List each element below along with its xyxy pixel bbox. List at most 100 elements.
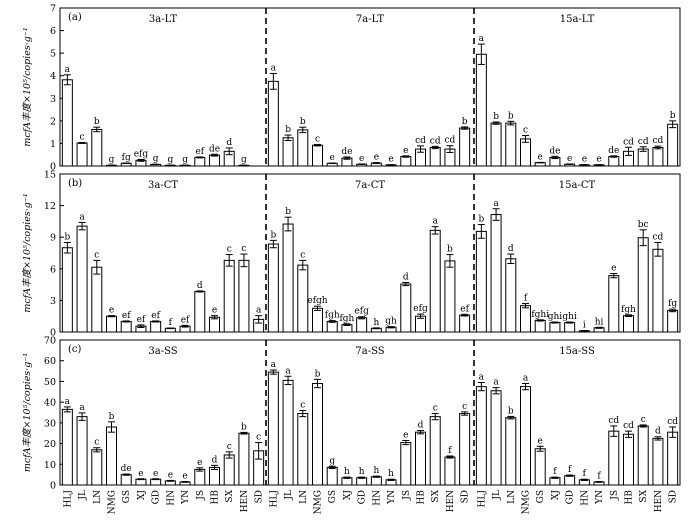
significance-letter: f: [169, 318, 173, 328]
significance-letter: efg: [413, 304, 428, 314]
significance-letter: a: [79, 212, 85, 222]
category-label: SX: [431, 489, 441, 502]
significance-letter: b: [670, 111, 676, 121]
bar: [520, 138, 531, 167]
category-label: GD: [358, 490, 368, 504]
significance-letter: c: [94, 250, 99, 260]
significance-letter: e: [153, 469, 158, 479]
bar: [637, 237, 649, 333]
bar: [652, 146, 664, 167]
significance-letter: a: [65, 397, 71, 407]
significance-letter: b: [315, 369, 321, 379]
group-2: 7a-SS a HLJ a JL c LN b NMG g GS h XJ h GD h HN h YN e JS d HB…: [267, 346, 471, 514]
bar: [282, 379, 294, 486]
category-label: HEN: [240, 490, 250, 512]
significance-letter: fg: [122, 153, 131, 163]
significance-letter: cd: [623, 137, 634, 147]
y-tick-label: 15: [44, 170, 56, 181]
significance-letter: c: [94, 438, 99, 448]
bar: [61, 408, 73, 486]
significance-letter: d: [418, 421, 424, 431]
bar: [76, 142, 88, 167]
significance-letter: g: [109, 155, 115, 165]
significance-letter: e: [582, 155, 587, 165]
bar: [429, 146, 441, 167]
significance-letter: gh: [385, 317, 397, 327]
significance-letter: f: [597, 471, 601, 481]
category-label: HB: [417, 490, 427, 505]
significance-letter: b: [462, 117, 468, 127]
significance-letter: fg: [668, 299, 677, 309]
bar: [415, 431, 426, 486]
significance-letter: d: [655, 427, 661, 437]
significance-letter: e: [567, 154, 572, 164]
category-label: GD: [152, 490, 162, 504]
significance-letter: b: [478, 215, 484, 225]
category-label: YN: [595, 490, 605, 505]
significance-letter: cd: [653, 136, 664, 146]
category-label: SD: [461, 490, 471, 503]
significance-letter: a: [479, 34, 485, 44]
significance-letter: efg: [354, 307, 369, 317]
significance-letter: cd: [638, 137, 649, 147]
bar: [400, 156, 412, 167]
bar: [429, 229, 441, 333]
panel-frame: [59, 173, 681, 333]
significance-letter: a: [433, 217, 439, 227]
bar: [475, 53, 487, 167]
bar: [667, 123, 679, 167]
category-label: HN: [372, 490, 382, 506]
y-tick-label: 40: [44, 398, 56, 409]
bar: [520, 305, 531, 333]
y-tick-label: 3: [50, 94, 56, 105]
category-label: HLJ: [477, 490, 487, 508]
bar: [490, 214, 502, 333]
category-label: LN: [299, 490, 309, 504]
category-label: HB: [211, 490, 221, 505]
significance-letter: b: [508, 111, 514, 121]
bar: [652, 437, 664, 486]
significance-letter: g: [167, 155, 173, 165]
significance-letter: hi: [595, 317, 604, 327]
bar: [76, 225, 88, 333]
group-title: 15a-CT: [559, 180, 596, 191]
category-label: NMG: [522, 490, 532, 514]
bar: [637, 425, 649, 486]
significance-letter: bc: [638, 220, 649, 230]
bar: [356, 317, 368, 333]
bar: [312, 383, 323, 486]
category-label: XJ: [343, 490, 353, 500]
bar: [297, 264, 309, 333]
bar: [534, 448, 546, 486]
significance-letter: a: [271, 63, 277, 73]
significance-letter: de: [549, 146, 560, 156]
category-label: XJ: [551, 490, 561, 500]
bar: [267, 80, 279, 167]
category-label: JS: [610, 490, 620, 501]
significance-letter: b: [109, 412, 115, 422]
bar: [608, 156, 620, 167]
y-tick-label: 9: [50, 233, 56, 244]
significance-letter: fgh: [325, 311, 340, 321]
significance-letter: h: [373, 318, 379, 328]
category-label: HEN: [446, 490, 456, 512]
category-label: YN: [387, 490, 397, 505]
category-label: HN: [580, 490, 590, 506]
significance-letter: cd: [653, 232, 664, 242]
significance-letter: d: [403, 272, 409, 282]
bar: [608, 275, 620, 333]
category-label: GS: [122, 490, 132, 503]
bar: [120, 320, 132, 333]
significance-letter: e: [212, 306, 217, 316]
bar: [61, 247, 73, 333]
bar: [667, 431, 679, 486]
significance-letter: e: [403, 146, 408, 156]
category-label: SX: [639, 489, 649, 502]
significance-letter: cd: [608, 416, 619, 426]
significance-letter: h: [388, 469, 394, 479]
category-label: HLJ: [269, 490, 279, 508]
bar: [326, 466, 338, 486]
bar: [370, 476, 382, 486]
